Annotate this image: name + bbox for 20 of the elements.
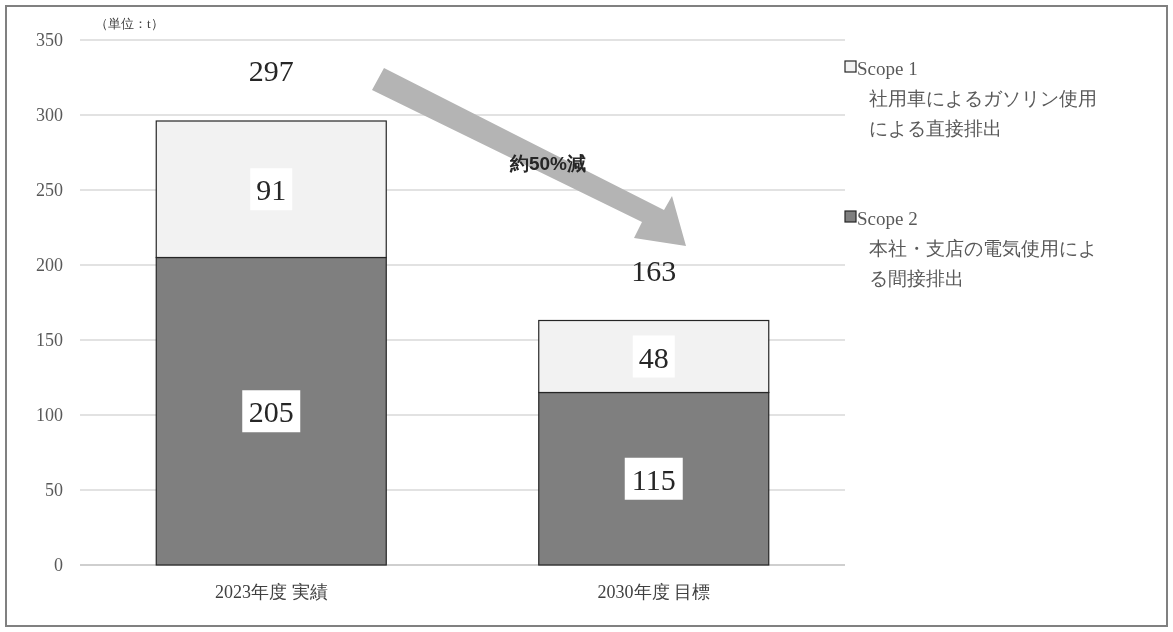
y-axis-title: （単位：t） (95, 16, 164, 31)
y-tick-label: 350 (36, 30, 63, 50)
data-label: 205 (248, 395, 294, 429)
y-tick-label: 300 (36, 105, 63, 125)
annotation: 約50%減 (508, 153, 587, 174)
total-label: 297 (248, 54, 294, 87)
y-tick-label: 200 (36, 255, 63, 275)
y-tick-label: 50 (45, 480, 63, 500)
y-tick-label: 150 (36, 330, 63, 350)
data-label: 115 (631, 462, 676, 496)
total-label: 163 (631, 253, 677, 287)
data-label: 48 (638, 340, 669, 374)
y-tick-label: 100 (36, 405, 63, 425)
x-tick-label: 2030年度 目標 (597, 582, 710, 602)
x-tick-label: 2023年度 実績 (215, 582, 328, 602)
data-label: 91 (256, 173, 287, 207)
legend-label: Scope 1 社用車によるガソリン使用による直接排出 (857, 58, 1097, 139)
y-tick-label: 250 (36, 180, 63, 200)
y-tick-label: 0 (54, 555, 63, 575)
legend-label: Scope 2 本社・支店の電気使用による間接排出 (857, 208, 1097, 289)
